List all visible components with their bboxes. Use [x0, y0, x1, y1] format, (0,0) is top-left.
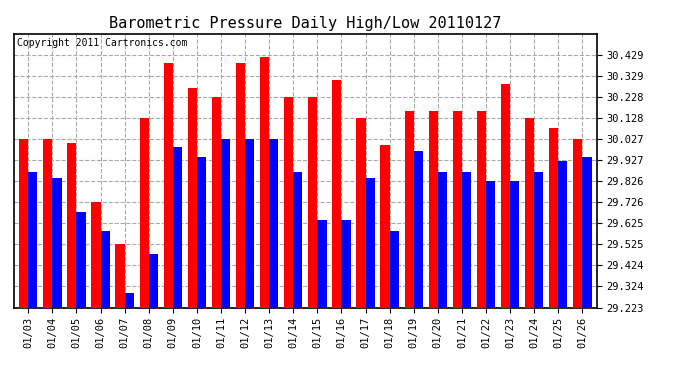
Bar [366, 178, 375, 308]
Bar [221, 139, 230, 308]
Bar [236, 63, 245, 308]
Bar [188, 88, 197, 308]
Bar [139, 118, 149, 308]
Bar [172, 147, 182, 308]
Bar [404, 111, 414, 308]
Bar [582, 157, 591, 308]
Bar [333, 80, 342, 308]
Bar [125, 294, 134, 308]
Bar [357, 118, 366, 308]
Bar [43, 139, 52, 308]
Bar [477, 111, 486, 308]
Bar [164, 63, 172, 308]
Bar [284, 97, 293, 308]
Title: Barometric Pressure Daily High/Low 20110127: Barometric Pressure Daily High/Low 20110… [109, 16, 502, 31]
Bar [525, 118, 534, 308]
Bar [573, 139, 582, 308]
Bar [293, 172, 302, 308]
Bar [91, 202, 101, 308]
Bar [510, 181, 520, 308]
Bar [501, 84, 510, 308]
Bar [390, 231, 399, 308]
Bar [486, 181, 495, 308]
Text: Copyright 2011 Cartronics.com: Copyright 2011 Cartronics.com [17, 38, 187, 48]
Bar [149, 254, 158, 308]
Bar [77, 212, 86, 308]
Bar [68, 142, 77, 308]
Bar [308, 97, 317, 308]
Bar [462, 172, 471, 308]
Bar [115, 244, 125, 308]
Bar [534, 172, 543, 308]
Bar [438, 172, 447, 308]
Bar [428, 111, 438, 308]
Bar [52, 178, 61, 308]
Bar [558, 161, 567, 308]
Bar [197, 157, 206, 308]
Bar [260, 57, 269, 308]
Bar [549, 128, 558, 308]
Bar [19, 139, 28, 308]
Bar [245, 139, 254, 308]
Bar [414, 151, 423, 308]
Bar [212, 97, 221, 308]
Bar [317, 220, 326, 308]
Bar [453, 111, 462, 308]
Bar [269, 139, 278, 308]
Bar [380, 145, 390, 308]
Bar [28, 172, 37, 308]
Bar [342, 220, 351, 308]
Bar [101, 231, 110, 308]
